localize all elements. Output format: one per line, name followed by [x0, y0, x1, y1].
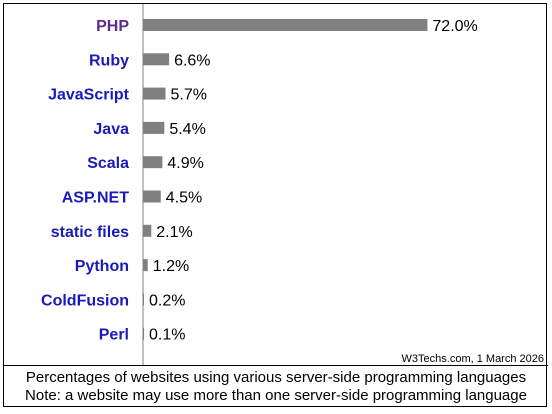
bar-php [143, 19, 428, 31]
value-label-static-files: 2.1% [156, 224, 192, 241]
bar-python [143, 259, 148, 272]
category-label-python[interactable]: Python [75, 258, 129, 275]
bar-static-files [143, 224, 152, 237]
bar-ruby [143, 53, 170, 66]
category-label-scala[interactable]: Scala [87, 155, 129, 172]
caption-line-2: Note: a website may use more than one se… [25, 387, 527, 404]
value-label-perl: 0.1% [149, 327, 185, 344]
category-label-perl[interactable]: Perl [99, 327, 129, 344]
value-label-ruby: 6.6% [174, 52, 210, 69]
category-label-asp-net[interactable]: ASP.NET [62, 190, 130, 207]
value-label-javascript: 5.7% [171, 87, 207, 104]
value-label-asp-net: 4.5% [166, 190, 202, 207]
value-label-php: 72.0% [432, 18, 477, 35]
caption-line-1: Percentages of websites using various se… [25, 369, 527, 386]
category-label-static-files[interactable]: static files [51, 224, 129, 241]
category-label-java[interactable]: Java [93, 121, 129, 138]
chart-caption: Percentages of websites using various se… [4, 365, 548, 408]
category-label-coldfusion[interactable]: ColdFusion [41, 292, 129, 309]
category-label-php[interactable]: PHP [96, 18, 129, 35]
category-label-ruby[interactable]: Ruby [89, 52, 129, 69]
value-label-scala: 4.9% [167, 155, 203, 172]
bar-javascript [143, 87, 166, 100]
bar-scala [143, 156, 163, 169]
category-label-javascript[interactable]: JavaScript [48, 87, 130, 104]
chart-frame: PHP Ruby JavaScript Java Scala ASP.NET static … [3, 3, 548, 408]
bar-asp-net [143, 190, 161, 203]
value-label-coldfusion: 0.2% [149, 292, 185, 309]
source-credit: W3Techs.com, 1 March 2026 [402, 353, 544, 365]
value-label-python: 1.2% [153, 258, 189, 275]
bar-java [143, 121, 165, 134]
value-label-java: 5.4% [169, 121, 205, 138]
bar-chart: PHP Ruby JavaScript Java Scala ASP.NET static … [41, 4, 544, 365]
